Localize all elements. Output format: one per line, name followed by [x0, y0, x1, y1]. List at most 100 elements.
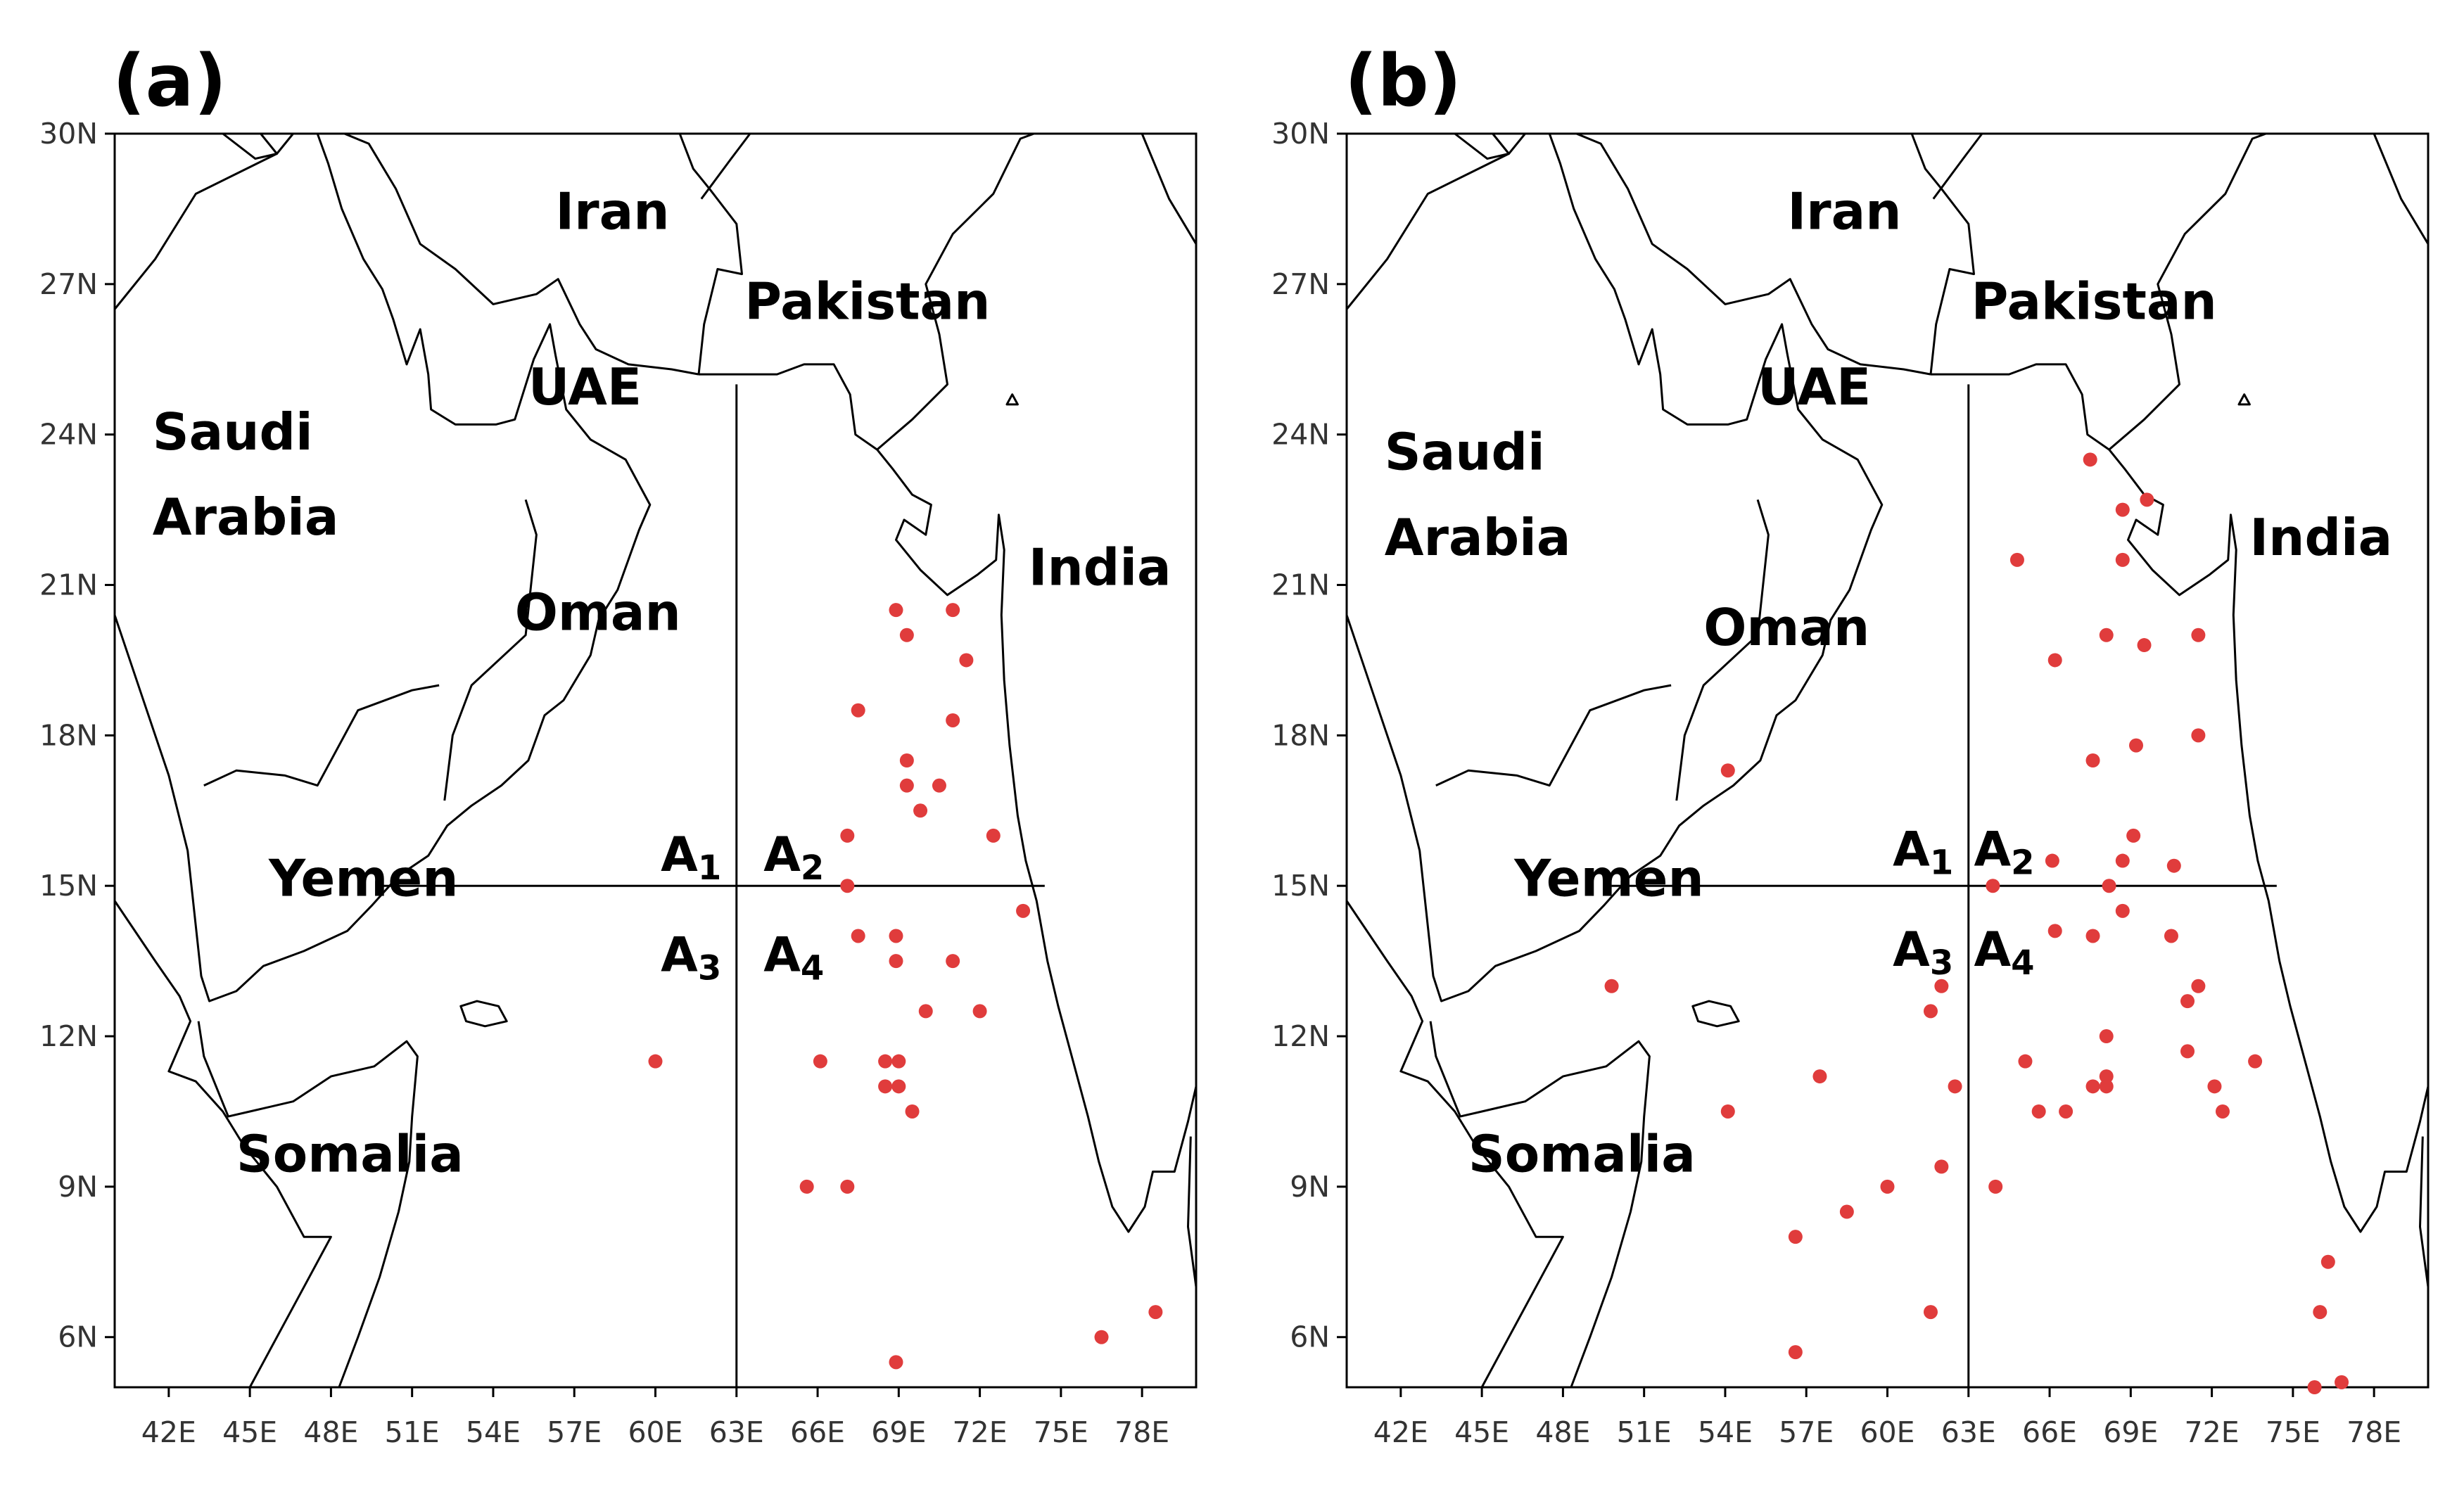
station-point: [899, 753, 914, 767]
station-point: [2115, 853, 2130, 868]
country-label: UAE: [1758, 357, 1871, 416]
station-point: [899, 778, 914, 793]
station-point: [2180, 1044, 2195, 1059]
station-point: [899, 628, 914, 642]
lat-tick-label: 15N: [39, 869, 98, 903]
lon-tick-label: 78E: [1114, 1415, 1169, 1449]
coastline-arabia: [1345, 133, 1884, 1002]
station-point: [1604, 979, 1619, 993]
map-svg-b: (b) 42E 45E 48E 51E 54E 57E 60E 63E 66E 69E 72E 75E 7…: [1271, 39, 2430, 1449]
country-label: Oman: [515, 583, 681, 642]
region-label: A4: [763, 927, 824, 988]
station-point: [878, 1054, 893, 1069]
station-points: [648, 603, 1163, 1370]
coastline-iranPakBorder: [1910, 133, 1975, 375]
station-point: [2085, 929, 2100, 943]
lon-tick-label: 75E: [1034, 1415, 1088, 1449]
lon-tick-label: 54E: [466, 1415, 521, 1449]
station-point: [2045, 853, 2059, 868]
lat-tick-label: 9N: [1290, 1170, 1330, 1204]
station-point: [946, 713, 960, 727]
station-point: [878, 1079, 893, 1094]
station-point: [2085, 1079, 2100, 1094]
lon-tick-label: 42E: [1373, 1415, 1428, 1449]
country-label: Arabia: [1385, 508, 1571, 567]
station-point: [1812, 1069, 1827, 1084]
country-label: India: [2249, 508, 2392, 567]
coastline-iranPakBorder: [678, 133, 743, 375]
station-point: [840, 828, 855, 843]
station-point: [1788, 1230, 1803, 1244]
coastline-saudiYemen: [1435, 684, 1672, 787]
lat-tick-label: 12N: [1271, 1019, 1330, 1053]
country-label: Saudi: [1385, 423, 1545, 482]
coastline-pakIndiaBorder: [876, 132, 1035, 451]
station-point: [1986, 879, 2000, 893]
panel-label: (b): [1345, 39, 1461, 123]
coastline-pakIndiaBorder: [2108, 132, 2267, 451]
station-point: [2129, 738, 2144, 753]
country-label: Yemen: [268, 848, 458, 907]
lon-tick-label: 48E: [303, 1415, 358, 1449]
lon-tick-label: 48E: [1535, 1415, 1590, 1449]
station-point: [1839, 1204, 1854, 1219]
station-point: [2115, 552, 2130, 567]
country-label: India: [1029, 538, 1171, 597]
station-point: [2099, 628, 2114, 642]
coastline-pakistan: [1931, 363, 2430, 1233]
station-point: [2191, 979, 2206, 993]
station-point: [891, 1054, 906, 1069]
station-point: [2191, 628, 2206, 642]
station-point: [1880, 1179, 1895, 1194]
station-point: [2115, 903, 2130, 918]
station-point: [851, 703, 865, 718]
lon-tick-label: 45E: [1454, 1415, 1509, 1449]
region-label: A1: [661, 827, 721, 888]
region-label: A3: [661, 927, 721, 988]
lon-tick-label: 42E: [141, 1415, 196, 1449]
coastlines: [113, 132, 1198, 1388]
station-point: [2180, 994, 2195, 1009]
lat-tick-label: 18N: [39, 718, 98, 752]
station-point: [2099, 1069, 2114, 1084]
map-svg-a: (a) 42E 45E 48E 51E 54E 57E 60E 63E 66E 69E 72E 75E 7…: [39, 39, 1198, 1449]
station-point: [972, 1004, 987, 1019]
station-point: [986, 828, 1001, 843]
station-point: [2191, 728, 2206, 743]
station-point: [2099, 1029, 2114, 1044]
lon-tick-label: 57E: [1779, 1415, 1834, 1449]
coastline-qatarGulf: [1454, 132, 1510, 160]
station-point: [1934, 1159, 1949, 1174]
station-point: [946, 954, 960, 969]
coastline-yemenOman: [443, 499, 538, 801]
region-label: A2: [1974, 822, 2034, 883]
station-point: [2083, 452, 2097, 467]
lon-tick-label: 66E: [790, 1415, 845, 1449]
country-label: UAE: [528, 357, 642, 416]
station-point: [891, 1079, 906, 1094]
station-point: [2059, 1104, 2074, 1119]
station-point: [932, 778, 946, 793]
coastlines: [1345, 132, 2430, 1388]
coastline-srilanka: [2419, 1136, 2430, 1287]
station-point: [913, 803, 928, 818]
country-label: Pakistan: [1971, 272, 2217, 331]
coastline-arabia: [113, 133, 652, 1002]
map-panel-b: (b) 42E 45E 48E 51E 54E 57E 60E 63E 66E 69E 72E 75E 7…: [1232, 0, 2464, 1497]
station-point: [2248, 1054, 2263, 1069]
station-point: [2164, 929, 2178, 943]
panel-label: (a): [113, 39, 227, 123]
coastline-iraqBorder: [113, 133, 294, 310]
lat-tick-label: 18N: [1271, 718, 1330, 752]
station-point: [2047, 924, 2062, 938]
station-point: [1148, 1305, 1163, 1320]
map-frame: [113, 132, 1198, 1389]
station-point: [1788, 1345, 1803, 1360]
station-point: [1988, 1179, 2003, 1194]
station-point: [1720, 1104, 1735, 1119]
station-point: [2207, 1079, 2222, 1094]
station-points: [1604, 452, 2349, 1394]
lon-tick-label: 63E: [709, 1415, 764, 1449]
station-point: [1948, 1079, 1962, 1094]
lon-tick-label: 60E: [1860, 1415, 1914, 1449]
